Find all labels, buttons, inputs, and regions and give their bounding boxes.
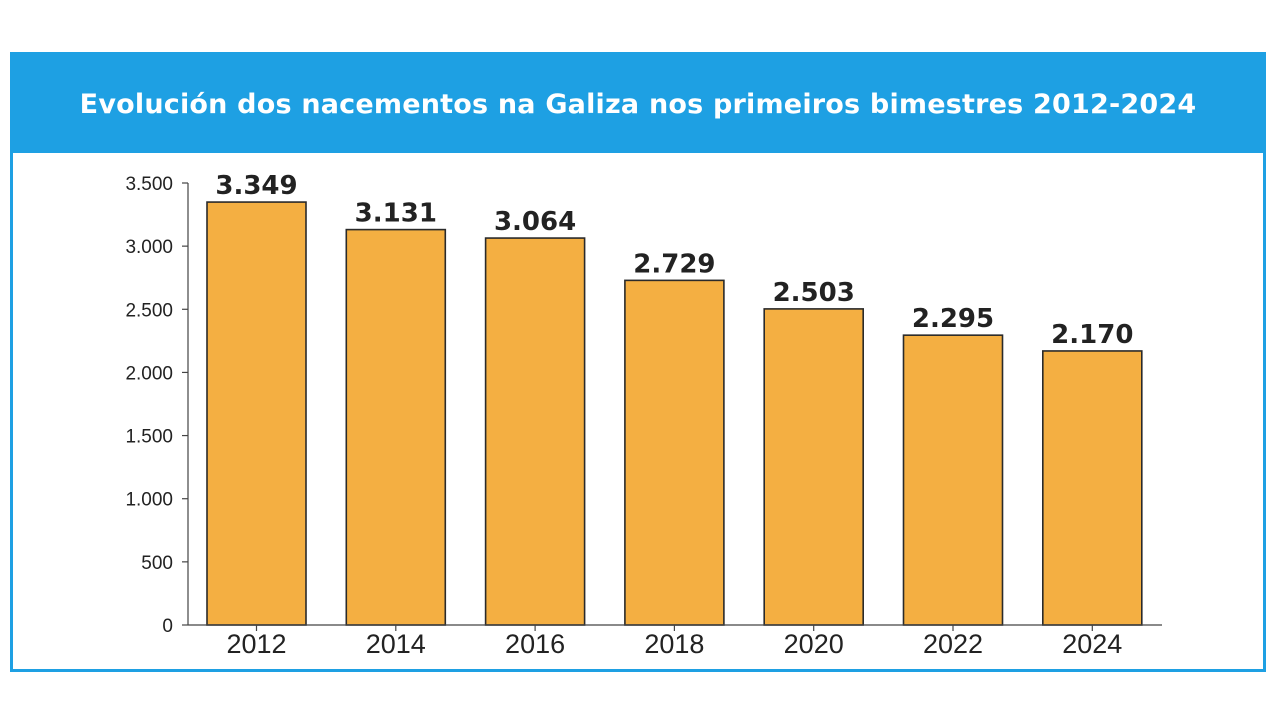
bar-2012 (206, 201, 307, 626)
y-tick-label: 1.000 (125, 490, 173, 511)
data-label-2012: 3.349 (215, 171, 297, 201)
bar-2014 (345, 228, 447, 626)
x-tick-label-2018: 2018 (644, 629, 704, 659)
x-tick-label-2014: 2014 (366, 629, 426, 659)
y-tick-label: 3.500 (125, 174, 173, 195)
y-tick-label: 3.000 (125, 237, 173, 258)
y-tick-label: 500 (141, 553, 173, 574)
bar-2020 (763, 308, 865, 626)
y-tick-label: 2.000 (125, 363, 173, 384)
x-tick-label-2024: 2024 (1062, 629, 1122, 659)
x-axis: 2012 2014 2016 2018 2020 2022 2024 (188, 624, 1162, 659)
title-bar: Evolución dos nacementos na Galiza nos p… (13, 55, 1263, 153)
y-tick-label: 2.500 (125, 300, 173, 321)
y-tick-label: 1.500 (125, 427, 173, 448)
data-label-2014: 3.131 (355, 199, 437, 229)
x-tick-label-2012: 2012 (226, 629, 286, 659)
bar-2022 (902, 334, 1004, 626)
bar-2016 (484, 237, 586, 626)
data-label-2024: 2.170 (1051, 320, 1133, 350)
bar-2018 (624, 279, 725, 626)
x-tick-label-2020: 2020 (784, 629, 844, 659)
bars: 3.349 3.131 3.064 2.729 2.503 2.295 2.170 (206, 171, 1143, 626)
y-axis: 0 500 1.000 1.500 2.000 2.500 3.000 3.500 (125, 174, 189, 637)
data-label-2020: 2.503 (773, 278, 855, 308)
data-label-2016: 3.064 (494, 207, 576, 237)
bar-2024 (1042, 350, 1143, 626)
y-tick-label: 0 (162, 616, 173, 637)
data-label-2018: 2.729 (633, 249, 715, 279)
x-tick-label-2016: 2016 (505, 629, 565, 659)
data-label-2022: 2.295 (912, 304, 994, 334)
chart-title: Evolución dos nacementos na Galiza nos p… (79, 88, 1197, 120)
x-tick-label-2022: 2022 (923, 629, 983, 659)
